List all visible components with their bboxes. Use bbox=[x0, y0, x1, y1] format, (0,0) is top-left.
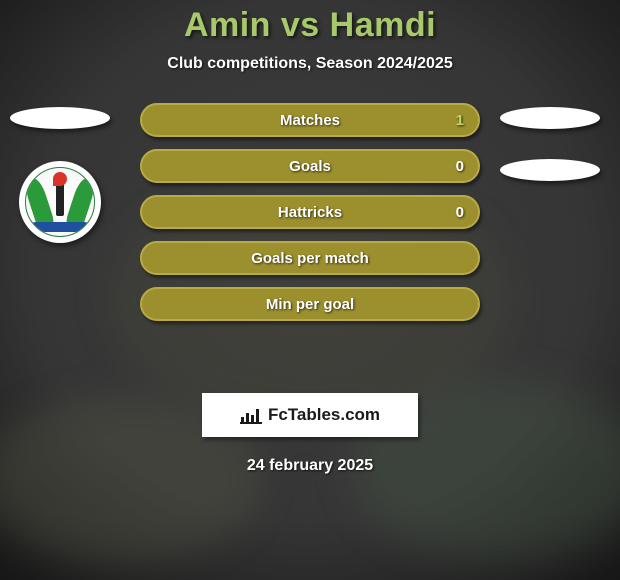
stat-label: Hattricks bbox=[278, 204, 342, 221]
stat-row: Hattricks 0 bbox=[140, 195, 480, 229]
stat-row: Goals 0 bbox=[140, 149, 480, 183]
club-badge bbox=[19, 161, 101, 243]
bar-chart-icon bbox=[240, 406, 262, 424]
stat-row: Matches 1 bbox=[140, 103, 480, 137]
stat-label: Min per goal bbox=[266, 296, 354, 313]
stat-row: Min per goal bbox=[140, 287, 480, 321]
fctables-badge: FcTables.com bbox=[202, 393, 418, 437]
club-badge-inner bbox=[25, 167, 95, 237]
stat-label: Matches bbox=[280, 112, 340, 129]
page-title: Amin vs Hamdi bbox=[184, 6, 436, 45]
stat-label: Goals per match bbox=[251, 250, 369, 267]
stat-row: Goals per match bbox=[140, 241, 480, 275]
stat-label: Goals bbox=[289, 158, 331, 175]
comparison-chart: Matches 1 Goals 0 Hattricks 0 Goals per match M… bbox=[0, 103, 620, 393]
fctables-logo-text: FcTables.com bbox=[268, 405, 380, 425]
stat-right-value: 0 bbox=[456, 158, 464, 175]
left-player-ellipse bbox=[10, 107, 110, 129]
snapshot-date: 24 february 2025 bbox=[247, 457, 373, 475]
stat-right-value: 0 bbox=[456, 204, 464, 221]
right-player-ellipse-2 bbox=[500, 159, 600, 181]
stat-right-value: 1 bbox=[456, 112, 464, 129]
page-subtitle: Club competitions, Season 2024/2025 bbox=[167, 55, 452, 73]
right-player-ellipse-1 bbox=[500, 107, 600, 129]
